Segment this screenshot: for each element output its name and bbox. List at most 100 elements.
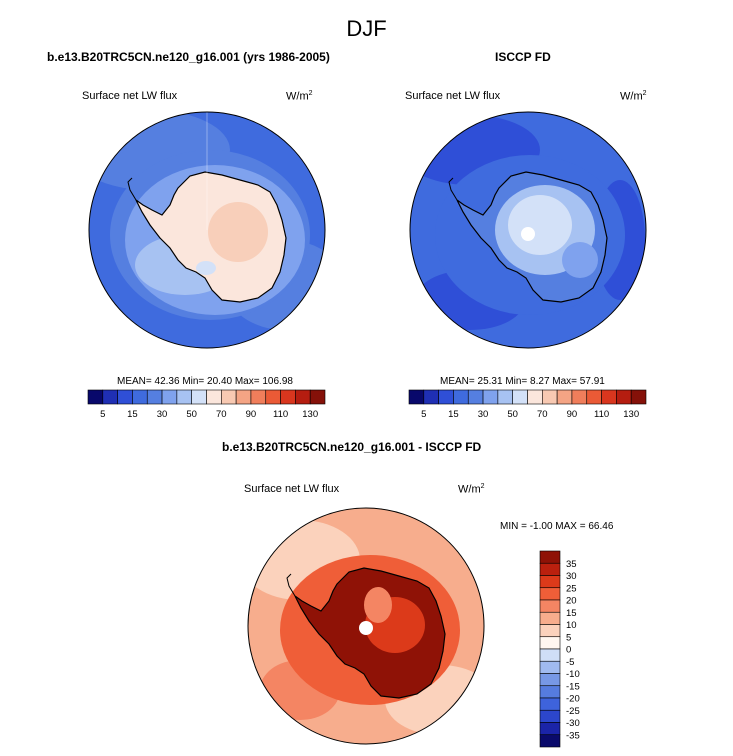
- panel-1-units: W/m2: [286, 90, 313, 103]
- colorbar-cell: [132, 389, 148, 405]
- colorbar-tick-label: -25: [566, 706, 580, 717]
- colorbar-cell: [497, 389, 513, 405]
- colorbar-tick-label: 10: [566, 620, 577, 631]
- colorbar-cell: [161, 389, 178, 405]
- colorbar-cell: [467, 389, 484, 405]
- panel-2-stats: MEAN= 25.31 Min= 8.27 Max= 57.91: [440, 376, 605, 387]
- colorbar-cell: [539, 648, 561, 662]
- colorbar-tick-label: -10: [566, 669, 580, 680]
- colorbar-cell: [87, 389, 104, 405]
- colorbar-cell: [206, 389, 222, 405]
- colorbar-tick-label: 0: [566, 645, 571, 656]
- colorbar-tick-label: 5: [100, 409, 105, 420]
- colorbar-tick-label: 110: [273, 409, 288, 420]
- colorbar-cell: [601, 389, 617, 405]
- colorbar-tick-label: -20: [566, 694, 580, 705]
- colorbar-tick-label: -30: [566, 718, 580, 729]
- colorbar-tick-label: -15: [566, 681, 580, 692]
- panel-3-title: b.e13.B20TRC5CN.ne120_g16.001 - ISCCP FD: [222, 440, 482, 454]
- panel-1-stats: MEAN= 42.36 Min= 20.40 Max= 106.98: [117, 376, 293, 387]
- colorbar-cell: [176, 389, 192, 405]
- colorbar-panel-1: 5 15 30 50 70 90 110 130: [87, 389, 326, 420]
- map-2-pole-hole: [521, 227, 535, 241]
- colorbar-cell: [630, 389, 647, 405]
- colorbar-cell: [280, 389, 296, 405]
- colorbar-tick-label: 110: [594, 409, 609, 420]
- colorbar-tick-label: 70: [216, 409, 227, 420]
- colorbar-cell: [265, 389, 281, 405]
- colorbar-cell: [539, 611, 561, 625]
- colorbar-cell: [539, 599, 561, 613]
- colorbar-tick-label: 50: [186, 409, 197, 420]
- colorbar-cell: [482, 389, 499, 405]
- colorbar-cell: [527, 389, 543, 405]
- colorbar-cell: [616, 389, 632, 405]
- map-1-interior-patch: [208, 202, 268, 262]
- colorbar-cell: [438, 389, 454, 405]
- figure-title: DJF: [346, 16, 387, 41]
- colorbar-cell: [512, 389, 528, 405]
- colorbar-tick-label: 5: [566, 632, 571, 643]
- map-3-pole-hole: [359, 621, 373, 635]
- colorbar-tick-label: 25: [566, 583, 577, 594]
- panel-2-variable: Surface net LW flux: [405, 90, 501, 102]
- colorbar-cell: [571, 389, 588, 405]
- colorbar-tick-label: 130: [623, 409, 639, 420]
- colorbar-cell: [539, 685, 561, 699]
- map-panel-3: [248, 508, 484, 744]
- colorbar-cell: [539, 550, 561, 564]
- colorbar-tick-label: 15: [448, 409, 459, 420]
- colorbar-cell: [586, 389, 602, 405]
- colorbar-tick-label: 5: [421, 409, 426, 420]
- colorbar-cell: [539, 636, 561, 650]
- colorbar-cell: [191, 389, 207, 405]
- colorbar-cell: [556, 389, 573, 405]
- colorbar-cell: [309, 389, 326, 405]
- map-2-peninsula: [448, 177, 458, 201]
- colorbar-tick-label: 35: [566, 559, 577, 570]
- colorbar-tick-label: -35: [566, 730, 580, 741]
- colorbar-tick-label: 20: [566, 596, 577, 607]
- colorbar-tick-label: 90: [246, 409, 257, 420]
- colorbar-tick-label: 130: [302, 409, 318, 420]
- colorbar-cell: [539, 734, 561, 748]
- colorbar-cell: [542, 389, 558, 405]
- colorbar-tick-label: 15: [127, 409, 138, 420]
- map-2-frame: [409, 111, 647, 349]
- colorbar-cell: [102, 389, 118, 405]
- panel-3-units: W/m2: [458, 483, 485, 496]
- map-3-coastline: [294, 567, 446, 699]
- colorbar-cell: [539, 587, 561, 601]
- colorbar-cell: [539, 660, 561, 674]
- colorbar-cell: [539, 575, 561, 589]
- colorbar-tick-label: 30: [566, 571, 577, 582]
- map-1-shelf-patch: [196, 261, 216, 275]
- colorbar-tick-label: 50: [507, 409, 518, 420]
- map-1-coastline: [135, 171, 287, 303]
- colorbar-cell: [453, 389, 469, 405]
- panel-2-title: ISCCP FD: [495, 50, 551, 64]
- colorbar-tick-label: 30: [157, 409, 168, 420]
- panel-3-variable: Surface net LW flux: [244, 483, 340, 495]
- map-2-interior-b: [508, 195, 572, 255]
- colorbar-cell: [235, 389, 252, 405]
- colorbar-cell: [539, 697, 561, 711]
- colorbar-tick-label: 30: [478, 409, 489, 420]
- panel-1-variable: Surface net LW flux: [82, 90, 178, 102]
- colorbar-cell: [408, 389, 425, 405]
- colorbar-panel-2: 5 15 30 50 70 90 110 130: [408, 389, 647, 420]
- map-3-frame: [247, 507, 485, 745]
- colorbar-cell: [295, 389, 311, 405]
- map-2-coastline: [456, 171, 608, 303]
- map-1-peninsula: [127, 177, 137, 201]
- colorbar-cell: [146, 389, 163, 405]
- panel-2-units: W/m2: [620, 90, 647, 103]
- colorbar-tick-label: 70: [537, 409, 548, 420]
- map-3-interior-b: [364, 587, 392, 623]
- map-panel-2: [410, 112, 646, 348]
- map-3-peninsula: [286, 573, 296, 597]
- colorbar-cell: [539, 562, 561, 576]
- panel-3-stats: MIN = -1.00 MAX = 66.46: [500, 521, 614, 532]
